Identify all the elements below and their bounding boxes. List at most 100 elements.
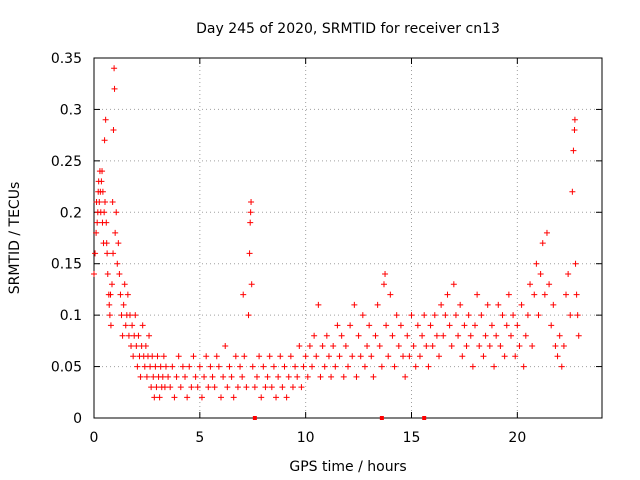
data-point bbox=[285, 373, 292, 380]
data-point bbox=[149, 353, 156, 360]
data-point bbox=[452, 312, 459, 319]
data-point bbox=[114, 260, 121, 267]
x-axis-marker bbox=[379, 416, 384, 420]
data-point bbox=[154, 353, 161, 360]
data-point bbox=[179, 363, 186, 370]
data-point bbox=[120, 301, 127, 308]
data-point bbox=[298, 384, 305, 391]
data-point bbox=[283, 394, 290, 401]
data-point bbox=[198, 394, 205, 401]
data-point bbox=[106, 312, 113, 319]
data-point bbox=[461, 322, 468, 329]
data-point bbox=[240, 291, 247, 298]
data-point bbox=[203, 353, 210, 360]
data-point bbox=[101, 137, 108, 144]
data-point bbox=[419, 332, 426, 339]
data-point bbox=[147, 363, 154, 370]
data-point bbox=[207, 363, 214, 370]
data-point bbox=[491, 363, 498, 370]
y-tick-label: 0.2 bbox=[60, 205, 82, 221]
data-point bbox=[91, 271, 97, 277]
data-point bbox=[260, 363, 267, 370]
data-point bbox=[107, 322, 114, 329]
data-point bbox=[402, 373, 409, 380]
data-point bbox=[533, 260, 540, 267]
data-point bbox=[321, 363, 328, 370]
data-point bbox=[359, 312, 366, 319]
data-point bbox=[438, 301, 445, 308]
data-point bbox=[446, 322, 453, 329]
data-point bbox=[552, 343, 559, 349]
data-point bbox=[317, 373, 324, 380]
data-point bbox=[315, 301, 322, 308]
data-point bbox=[351, 301, 358, 308]
grid-lines bbox=[94, 58, 602, 418]
data-point bbox=[151, 394, 158, 401]
data-point bbox=[110, 127, 117, 133]
data-point bbox=[184, 394, 191, 401]
x-axis-markers bbox=[252, 416, 427, 420]
x-tick-label: 15 bbox=[403, 430, 421, 446]
data-point bbox=[226, 363, 233, 370]
data-point bbox=[336, 353, 343, 360]
data-point bbox=[213, 353, 220, 360]
data-point bbox=[385, 353, 392, 360]
data-point bbox=[101, 209, 108, 216]
data-point bbox=[529, 343, 536, 349]
y-tick-label: 0.05 bbox=[51, 360, 82, 376]
data-point bbox=[112, 229, 119, 236]
data-point bbox=[361, 363, 368, 370]
data-point bbox=[565, 271, 572, 277]
data-point bbox=[296, 343, 303, 349]
data-point bbox=[190, 353, 197, 360]
data-point bbox=[357, 353, 364, 360]
data-point bbox=[355, 332, 362, 339]
data-point bbox=[414, 322, 421, 329]
data-point bbox=[512, 353, 519, 360]
x-tick-label: 5 bbox=[195, 430, 204, 446]
data-point bbox=[156, 394, 163, 401]
data-point bbox=[107, 291, 114, 298]
data-point bbox=[427, 322, 434, 329]
data-point bbox=[429, 343, 436, 349]
data-point bbox=[104, 271, 111, 277]
data-point bbox=[507, 332, 514, 339]
data-point bbox=[366, 322, 373, 329]
data-point bbox=[256, 353, 263, 360]
data-point bbox=[416, 353, 423, 360]
data-point bbox=[567, 312, 574, 319]
data-point bbox=[171, 394, 178, 401]
data-point bbox=[497, 343, 504, 349]
data-point bbox=[92, 250, 99, 257]
data-point bbox=[548, 322, 555, 329]
data-point bbox=[277, 353, 284, 360]
data-point bbox=[342, 343, 349, 349]
data-point bbox=[94, 219, 101, 226]
data-point bbox=[159, 373, 166, 380]
data-point bbox=[118, 312, 125, 319]
data-point bbox=[258, 394, 265, 401]
data-point bbox=[474, 291, 481, 298]
data-point bbox=[406, 353, 413, 360]
data-point bbox=[554, 353, 561, 360]
data-point bbox=[486, 343, 493, 349]
data-point bbox=[111, 65, 118, 72]
data-point bbox=[484, 301, 491, 308]
data-point bbox=[524, 312, 531, 319]
data-point bbox=[150, 373, 157, 380]
data-point bbox=[99, 188, 106, 195]
data-point bbox=[96, 199, 103, 205]
data-point bbox=[537, 271, 544, 277]
data-point bbox=[162, 363, 169, 370]
data-point bbox=[550, 301, 557, 308]
data-point bbox=[306, 343, 313, 349]
data-point bbox=[472, 322, 478, 329]
data-point bbox=[289, 384, 296, 391]
data-point bbox=[400, 353, 407, 360]
data-point bbox=[234, 384, 241, 391]
data-point bbox=[192, 373, 199, 380]
data-point bbox=[99, 168, 106, 175]
data-point bbox=[247, 219, 254, 226]
